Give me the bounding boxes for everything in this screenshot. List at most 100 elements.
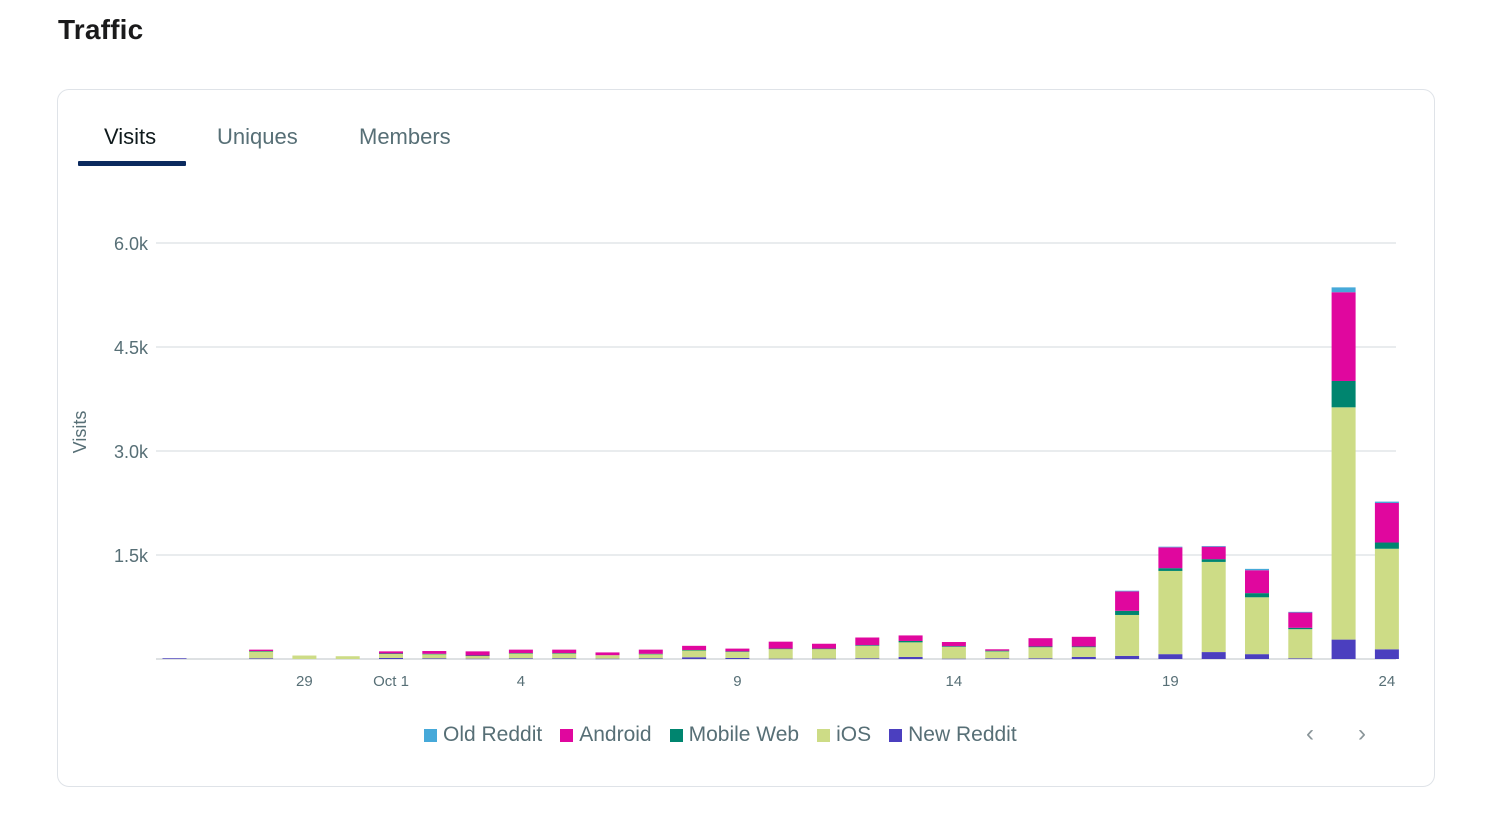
bar-segment[interactable] — [725, 651, 750, 652]
legend-item[interactable]: Android — [560, 723, 652, 747]
bar-segment[interactable] — [941, 642, 966, 647]
bar-segment[interactable] — [249, 658, 274, 659]
bar-segment[interactable] — [1071, 656, 1096, 659]
bar-segment[interactable] — [1245, 593, 1269, 598]
bar-segment[interactable] — [1201, 546, 1226, 560]
bar-segment[interactable] — [1245, 568, 1269, 571]
bar-segment[interactable] — [465, 655, 490, 659]
bar-segment[interactable] — [1115, 614, 1140, 656]
bar-segment[interactable] — [292, 655, 317, 659]
bar-segment[interactable] — [508, 658, 533, 659]
bar-segment[interactable] — [725, 651, 750, 658]
bar-segment[interactable] — [1071, 647, 1096, 657]
bar-segment[interactable] — [379, 653, 403, 658]
bar-segment[interactable] — [1331, 292, 1356, 381]
bar-segment[interactable] — [985, 658, 1010, 659]
bar-segment[interactable] — [1331, 287, 1356, 293]
bar-segment[interactable] — [941, 646, 966, 659]
bar-segment[interactable] — [1288, 627, 1313, 630]
legend-item[interactable]: iOS — [817, 723, 871, 747]
bar-segment[interactable] — [1115, 590, 1140, 592]
bar-segment[interactable] — [1331, 639, 1356, 659]
bar-segment[interactable] — [1374, 649, 1399, 659]
bar-segment[interactable] — [1071, 646, 1096, 648]
bar-segment[interactable] — [465, 651, 490, 656]
bar-segment[interactable] — [379, 651, 403, 654]
bar-segment[interactable] — [1028, 647, 1053, 659]
bar-segment[interactable] — [682, 649, 707, 651]
bar-segment[interactable] — [768, 658, 793, 660]
bar-segment[interactable] — [422, 658, 447, 659]
bar-segment[interactable] — [985, 649, 1010, 651]
bar-segment[interactable] — [1158, 654, 1183, 659]
bar-segment[interactable] — [638, 649, 663, 654]
bar-segment[interactable] — [508, 649, 533, 654]
chevron-right-icon[interactable]: › — [1358, 720, 1366, 747]
bar-segment[interactable] — [1115, 591, 1140, 611]
bar-segment[interactable] — [1288, 629, 1313, 659]
bar-segment[interactable] — [812, 648, 836, 659]
bar-segment[interactable] — [249, 649, 274, 652]
bar-segment[interactable] — [162, 658, 187, 659]
bar-segment[interactable] — [812, 643, 836, 649]
bar-segment[interactable] — [1028, 658, 1053, 659]
bar-segment[interactable] — [855, 645, 880, 646]
bar-segment[interactable] — [898, 642, 923, 657]
bar-segment[interactable] — [249, 651, 274, 652]
bar-segment[interactable] — [1201, 561, 1226, 653]
bar-segment[interactable] — [1071, 636, 1096, 647]
bar-segment[interactable] — [898, 640, 923, 643]
bar-segment[interactable] — [1374, 542, 1399, 549]
bar-segment[interactable] — [595, 655, 620, 659]
bar-segment[interactable] — [1115, 655, 1140, 659]
bar-segment[interactable] — [249, 651, 274, 659]
bar-segment[interactable] — [1115, 610, 1140, 615]
bar-segment[interactable] — [1288, 658, 1313, 659]
bar-segment[interactable] — [552, 649, 577, 654]
bar-segment[interactable] — [1028, 638, 1053, 647]
legend-item[interactable]: Mobile Web — [669, 723, 799, 747]
bar-segment[interactable] — [595, 652, 620, 656]
bar-segment[interactable] — [725, 657, 750, 659]
bar-segment[interactable] — [812, 658, 836, 660]
bar-segment[interactable] — [768, 641, 793, 649]
bar-segment[interactable] — [898, 656, 923, 659]
bar-segment[interactable] — [552, 653, 577, 654]
bar-segment[interactable] — [1158, 546, 1183, 548]
legend-item[interactable]: Old Reddit — [424, 723, 542, 747]
bar-segment[interactable] — [1374, 501, 1399, 503]
bar-segment[interactable] — [1028, 646, 1053, 648]
bar-segment[interactable] — [552, 653, 577, 659]
tab-members[interactable]: Members — [359, 124, 451, 149]
bar-segment[interactable] — [1288, 612, 1313, 628]
bar-segment[interactable] — [941, 646, 966, 647]
legend-item[interactable]: New Reddit — [889, 723, 1017, 747]
bar-segment[interactable] — [379, 657, 403, 659]
bar-segment[interactable] — [552, 658, 577, 659]
bar-segment[interactable] — [508, 653, 533, 654]
bar-segment[interactable] — [379, 653, 403, 654]
bar-segment[interactable] — [1331, 380, 1356, 408]
bar-segment[interactable] — [508, 653, 533, 659]
bar-segment[interactable] — [1245, 654, 1269, 659]
bar-segment[interactable] — [855, 645, 880, 659]
tab-uniques[interactable]: Uniques — [217, 124, 298, 149]
bar-segment[interactable] — [1201, 559, 1226, 562]
bar-segment[interactable] — [1374, 503, 1399, 543]
bar-segment[interactable] — [638, 654, 663, 659]
bar-segment[interactable] — [1331, 407, 1356, 640]
bar-segment[interactable] — [1288, 611, 1313, 613]
bar-segment[interactable] — [1374, 548, 1399, 650]
bar-segment[interactable] — [1158, 570, 1183, 655]
bar-segment[interactable] — [768, 648, 793, 650]
bar-segment[interactable] — [422, 653, 447, 655]
bar-segment[interactable] — [465, 655, 490, 657]
bar-segment[interactable] — [1201, 652, 1226, 659]
bar-segment[interactable] — [1158, 568, 1183, 571]
chevron-left-icon[interactable]: ‹ — [1306, 720, 1314, 747]
tab-visits[interactable]: Visits — [104, 124, 157, 149]
bar-segment[interactable] — [422, 651, 447, 654]
bar-segment[interactable] — [465, 658, 490, 660]
bar-segment[interactable] — [985, 651, 1010, 659]
bar-segment[interactable] — [682, 645, 707, 650]
